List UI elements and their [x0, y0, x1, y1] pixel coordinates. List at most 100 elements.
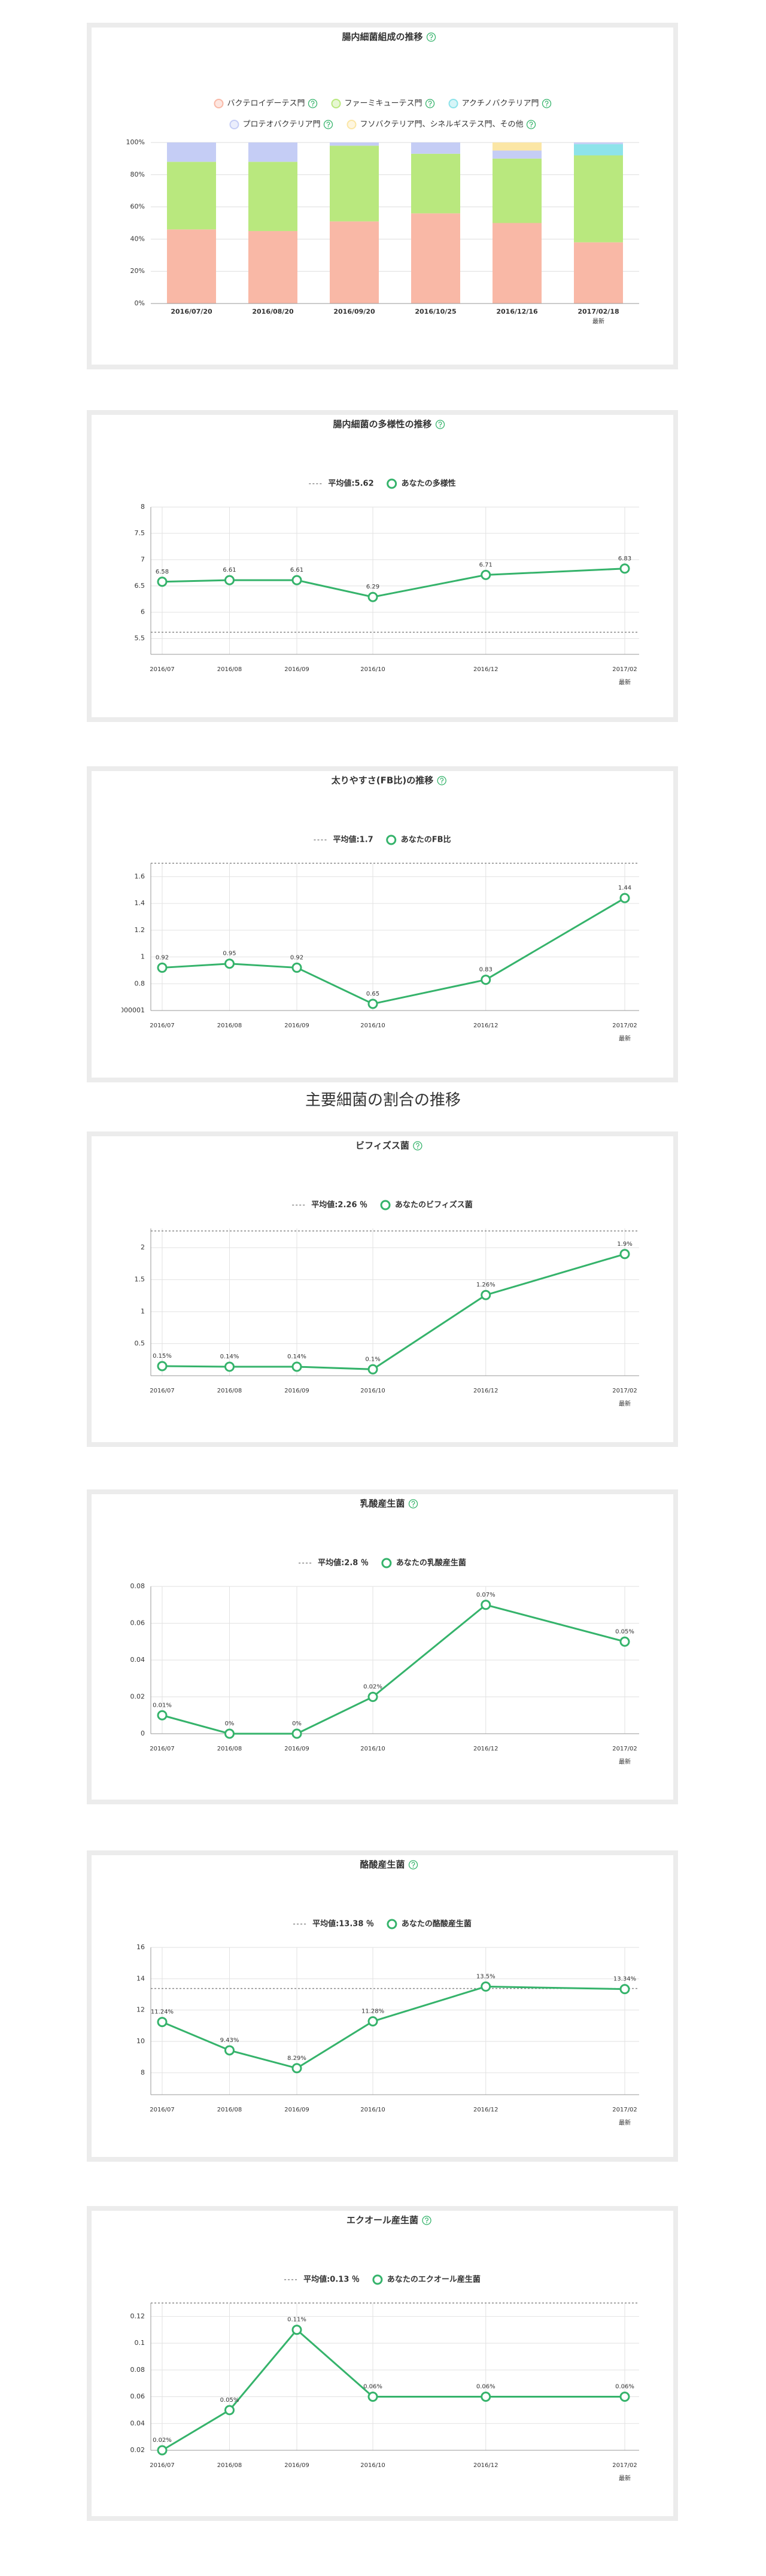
help-icon-glyph: [529, 122, 533, 126]
x-tick-label: 2016/10/25: [415, 308, 456, 315]
help-icon-circle: [437, 776, 446, 785]
x-tick-label: 2016/08: [217, 2107, 242, 2113]
legend-label: あなたのビフィズス菌: [395, 1200, 473, 1210]
x-tick-label: 2016/07: [150, 1388, 175, 1394]
point: [367, 2016, 378, 2027]
value-label: 0.15%: [153, 1353, 172, 1360]
legend-label: ファーミキューテス門: [345, 99, 422, 108]
y-tick-label: 0.08: [130, 1582, 145, 1590]
point: [291, 2063, 302, 2074]
chart-card: 腸内細菌組成の推移 0% 20% 40% 60% 80% 100% バクテロイデーテス門 ファー…: [87, 23, 678, 369]
y-tick-label: 1: [141, 953, 145, 961]
bar-segment: [574, 155, 623, 242]
legend: 平均値:13.38 ％ あなたの酪酸産生菌: [293, 1919, 472, 1929]
value-label: 0.02%: [363, 1684, 382, 1691]
help-icon-circle: [435, 420, 445, 429]
legend-label: あなたの乳酸産生菌: [396, 1558, 466, 1568]
x-tick-label: 2016/10: [360, 1746, 385, 1752]
help-icon-dot: [430, 38, 432, 40]
x-tick-label: 2016/12: [473, 1388, 498, 1394]
chart-title: 酪酸産生菌: [360, 1859, 405, 1870]
value-label: 1.9%: [617, 1241, 632, 1248]
x-tick-label: 2016/07: [150, 666, 175, 673]
point: [157, 1710, 168, 1721]
x-tick-label: 2016/07: [150, 2462, 175, 2469]
help-icon: [408, 1499, 418, 1509]
x-tick-label: 2016/09: [284, 666, 309, 673]
help-icon: [425, 99, 435, 108]
x-tick-label: 2016/10: [360, 1388, 385, 1394]
x-tick-label: 2016/09: [284, 1388, 309, 1394]
series-line: [162, 1253, 625, 1370]
point: [224, 2045, 235, 2056]
help-icon: [542, 99, 552, 108]
legend-average-label: 平均値:13.38 ％: [312, 1919, 374, 1929]
y-tick-label: 40%: [130, 235, 145, 242]
point: [157, 962, 168, 973]
legend-row: バクテロイデーテス門 ファーミキューテス門 アクチノバクテリア門: [214, 99, 552, 108]
legend-swatch: [386, 835, 397, 845]
point: [224, 1361, 235, 1372]
help-icon-dot: [530, 126, 532, 128]
help-icon: [413, 1141, 422, 1151]
bar-segment: [493, 142, 542, 151]
legend-average-label: 平均値:5.62: [328, 479, 373, 489]
point: [157, 577, 168, 587]
x-tick-label: 2016/08: [217, 2462, 242, 2469]
help-icon: [526, 120, 536, 129]
bar-segment: [330, 142, 379, 146]
value-label: 1.44: [618, 885, 631, 891]
y-tick-label: 14: [136, 1974, 145, 1982]
card-border: [87, 410, 678, 722]
help-icon-glyph: [311, 101, 315, 105]
value-label: 0%: [292, 1721, 302, 1727]
x-tick-label: 2017/02: [612, 2462, 637, 2469]
point: [619, 1249, 630, 1260]
point: [157, 1361, 168, 1372]
value-label: 6.61: [290, 567, 303, 574]
help-icon-circle: [308, 99, 318, 108]
value-label: 6.83: [618, 556, 631, 562]
series-line: [162, 2328, 625, 2451]
point: [291, 962, 302, 973]
bar-segment: [248, 142, 297, 162]
y-tick-label: 80%: [130, 171, 145, 178]
y-tick-label: 2: [141, 1243, 145, 1251]
bar-segment: [574, 144, 623, 156]
y-tick-label: 12: [136, 2006, 145, 2014]
card-border: [87, 2206, 678, 2521]
help-icon-glyph: [415, 1143, 420, 1147]
help-icon-glyph: [411, 1862, 415, 1866]
value-label: 0.01%: [153, 1702, 172, 1709]
chart-title: エクオール産生菌: [346, 2215, 418, 2226]
x-tick-label: 2017/02: [612, 666, 637, 673]
point: [367, 2392, 378, 2402]
help-icon-circle: [323, 120, 333, 129]
legend-average-label: 平均値:2.8 ％: [318, 1558, 369, 1568]
bar-segment: [493, 158, 542, 223]
x-tick-label: 2016/10: [360, 2107, 385, 2113]
point: [367, 591, 378, 602]
x-tick-label: 2016/08: [217, 1022, 242, 1029]
point: [157, 2017, 168, 2028]
point: [291, 1361, 302, 1372]
value-label: 0.06%: [476, 2384, 496, 2390]
help-icon: [323, 120, 333, 129]
y-tick-label: 5.5: [135, 635, 145, 642]
bar-segment: [493, 223, 542, 304]
help-icon-circle: [526, 120, 536, 129]
help-icon-dot: [412, 1505, 414, 1507]
x-tick-label: 2016/12: [473, 1746, 498, 1752]
series-line: [162, 568, 625, 598]
x-tick-label: 2016/09: [284, 2107, 309, 2113]
y-tick-label: 0.6000000000000001: [87, 1006, 145, 1014]
chart-card: 太りやすさ(FB比)の推移 0.6000000000000001 0.8 1 1.2 1.…: [87, 766, 678, 1082]
y-tick-label: 0.12: [130, 2312, 145, 2320]
point: [224, 1728, 235, 1739]
value-label: 6.29: [366, 584, 379, 590]
value-label: 8.29%: [287, 2055, 306, 2062]
y-tick-label: 8: [141, 503, 145, 511]
point: [367, 999, 378, 1009]
value-label: 0.95: [223, 951, 236, 957]
